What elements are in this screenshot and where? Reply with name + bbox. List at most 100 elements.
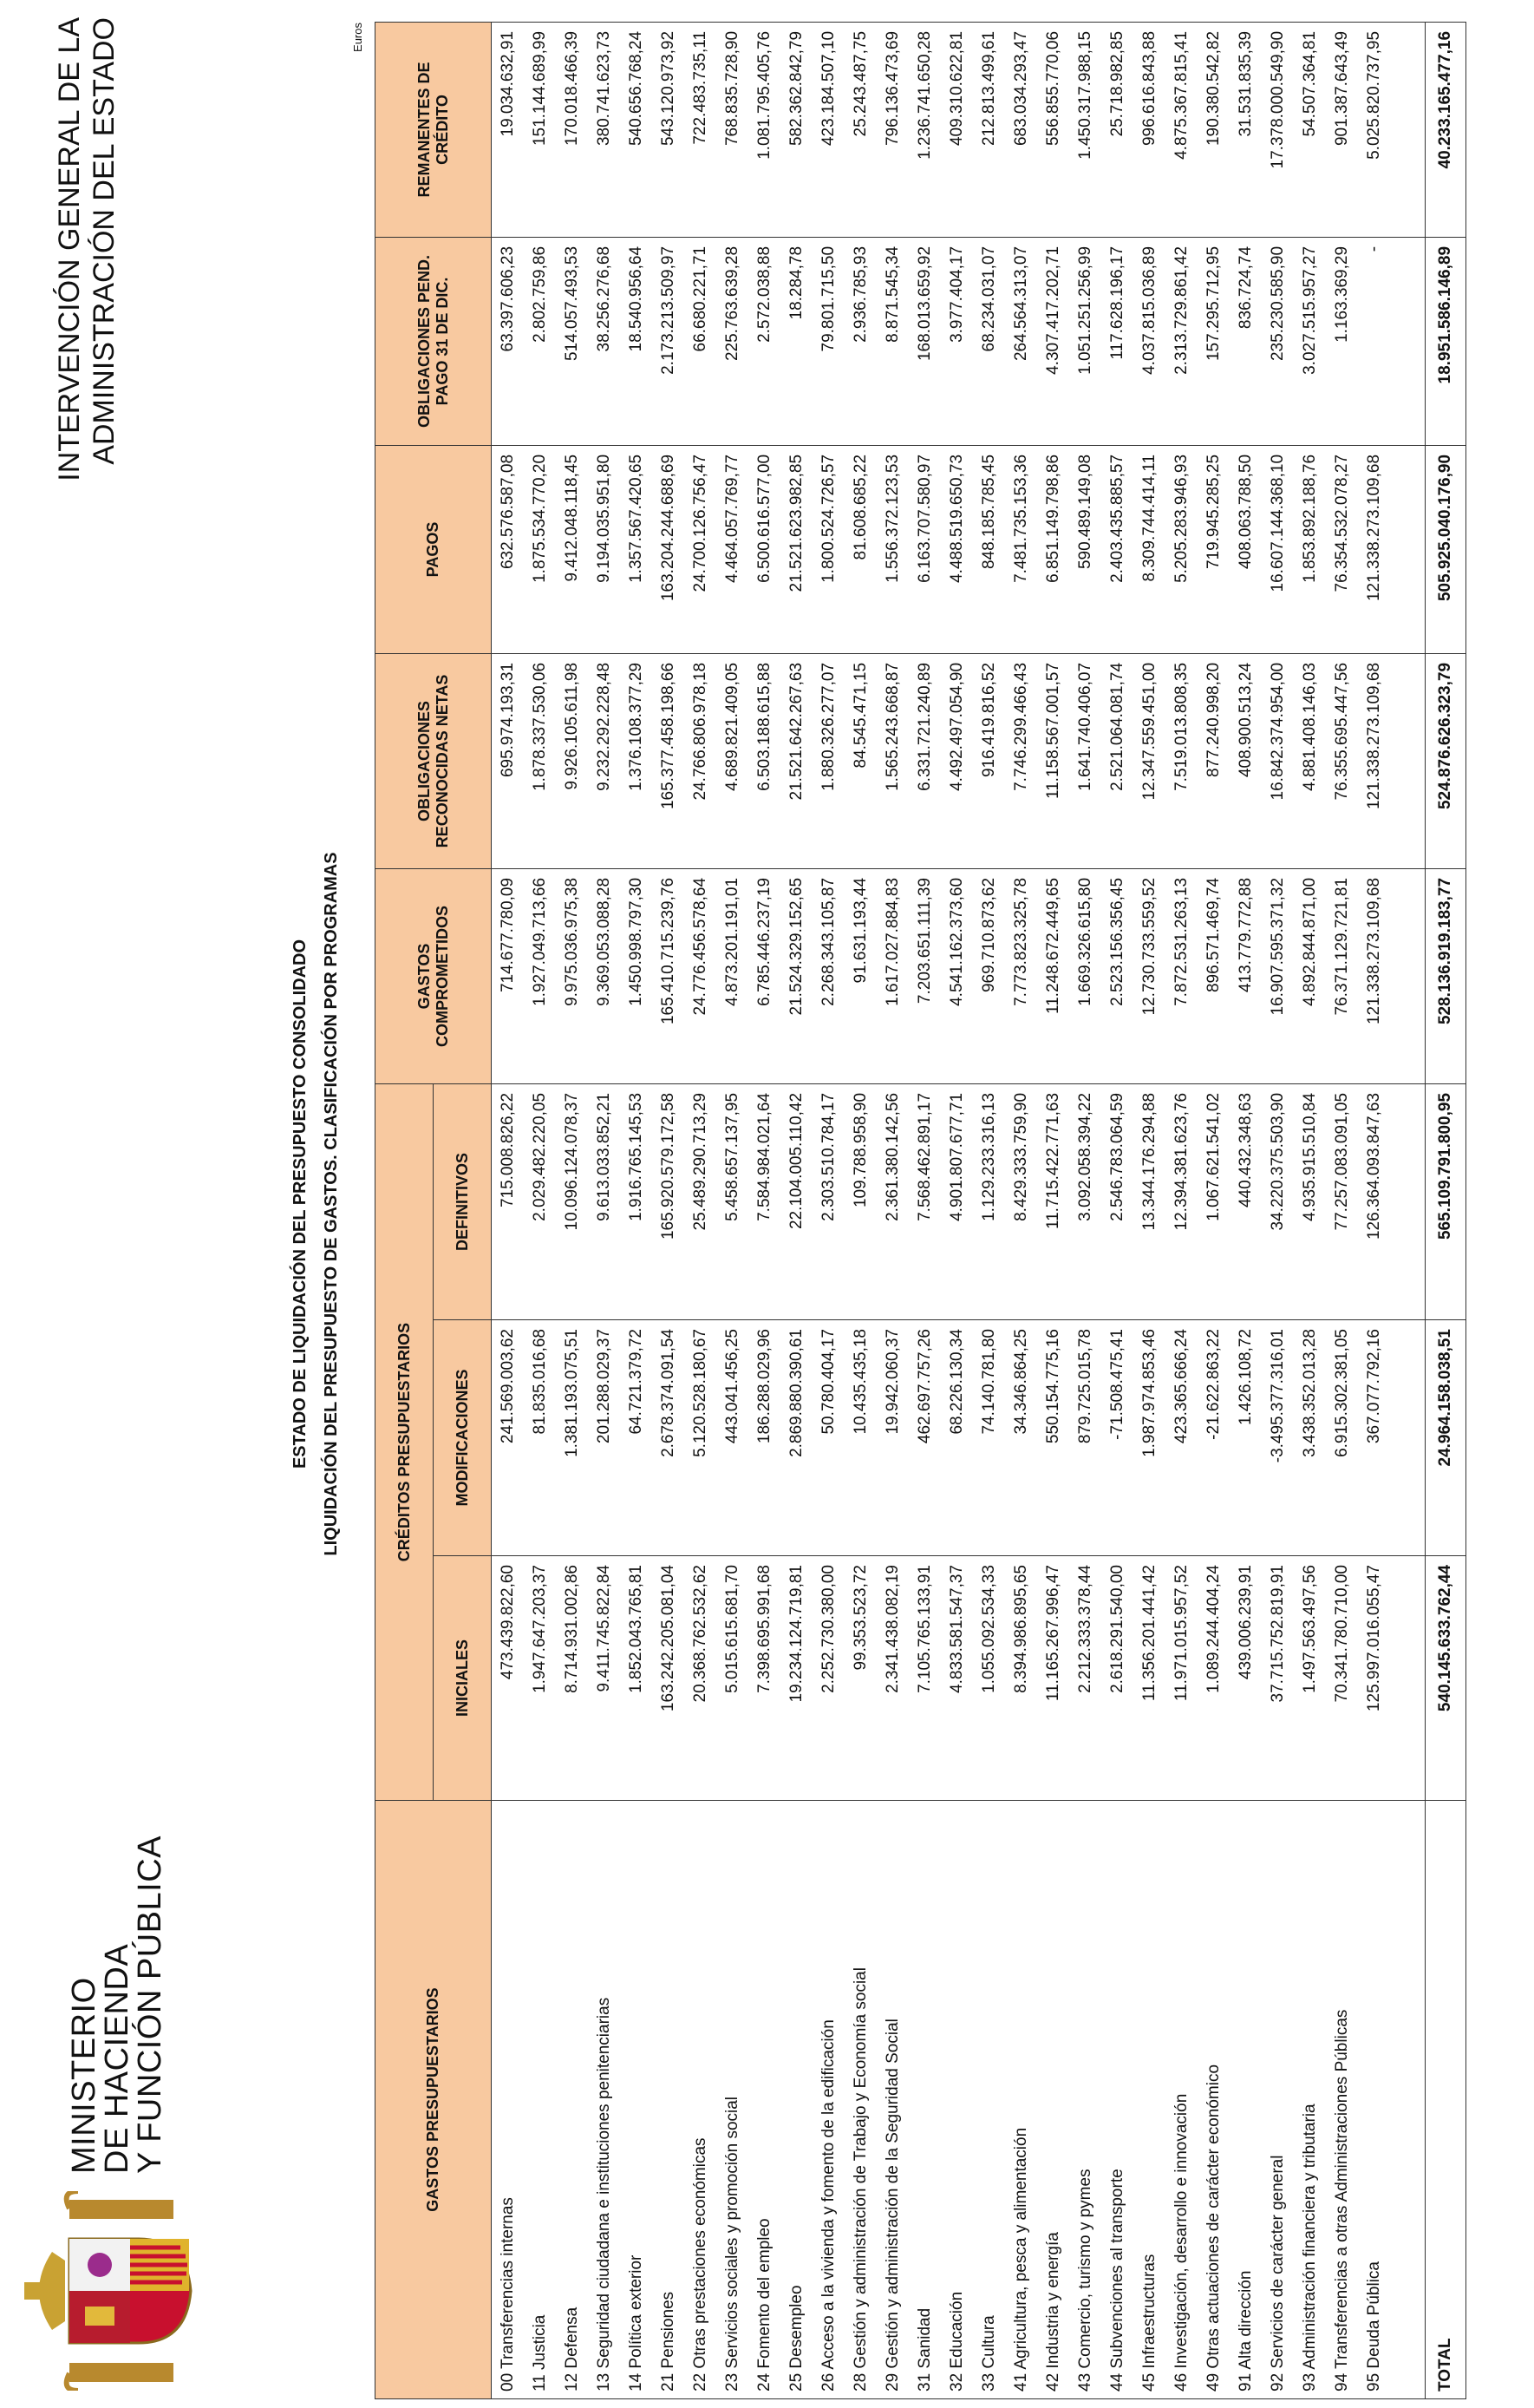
amount-cell: 543.120.973,92 bbox=[652, 22, 684, 238]
amount-cell: 2.618.291.540,00 bbox=[1101, 1555, 1133, 1801]
amount-cell: 768.835.728,90 bbox=[716, 22, 748, 238]
table-row: 13 Seguridad ciudadana e instituciones p… bbox=[588, 22, 620, 2399]
amount-cell: 2.523.156.356,45 bbox=[1101, 868, 1133, 1084]
amount-cell: 7.746.299.466,43 bbox=[1005, 653, 1037, 869]
amount-cell: 170.018.466,39 bbox=[556, 22, 588, 238]
amount-cell: 443.041.456,25 bbox=[716, 1319, 748, 1556]
amount-cell: 969.710.873,62 bbox=[973, 868, 1005, 1084]
amount-cell: 40.233.165.477,16 bbox=[1425, 22, 1466, 238]
amount-cell: 3.977.404,17 bbox=[941, 237, 973, 446]
table-row: 45 Infraestructuras 11.356.201.441,42 1.98… bbox=[1133, 22, 1165, 2399]
amount-cell: 11.715.422.771,63 bbox=[1037, 1083, 1069, 1320]
amount-cell: 16.842.374.954,00 bbox=[1262, 653, 1294, 869]
row-label: 23 Servicios sociales y promoción social bbox=[716, 1800, 748, 2399]
amount-cell: 2.212.333.378,44 bbox=[1069, 1555, 1101, 1801]
amount-cell: 1.669.326.615,80 bbox=[1069, 868, 1101, 1084]
amount-cell: 24.700.126.756,47 bbox=[684, 445, 716, 654]
amount-cell: 84.545.471,15 bbox=[845, 653, 877, 869]
amount-cell: 168.013.659,92 bbox=[909, 237, 941, 446]
amount-cell: 683.034.293,47 bbox=[1005, 22, 1037, 238]
column-header: GASTOS PRESUPUESTARIOS bbox=[375, 1800, 492, 2399]
empty-cell bbox=[1390, 1083, 1426, 1320]
amount-cell: 4.307.417.202,71 bbox=[1037, 237, 1069, 446]
table-row: 43 Comercio, turismo y pymes 2.212.333.37… bbox=[1069, 22, 1101, 2399]
amount-cell: 21.524.329.152,65 bbox=[780, 868, 813, 1084]
amount-cell: 879.725.015,78 bbox=[1069, 1319, 1101, 1556]
amount-cell: 125.997.016.055,47 bbox=[1358, 1555, 1390, 1801]
amount-cell: 590.489.149,08 bbox=[1069, 445, 1101, 654]
table-row: 14 Política exterior 1.852.043.765,81 64.7… bbox=[620, 22, 652, 2399]
amount-cell: 524.876.626.323,79 bbox=[1425, 653, 1466, 869]
amount-cell: 7.872.531.263,13 bbox=[1165, 868, 1198, 1084]
row-label: 21 Pensiones bbox=[652, 1800, 684, 2399]
amount-cell: 74.140.781,80 bbox=[973, 1319, 1005, 1556]
amount-cell: 17.378.000.549,90 bbox=[1262, 22, 1294, 238]
table-row: 91 Alta dirección 439.006.239,91 1.426.108… bbox=[1230, 22, 1262, 2399]
amount-cell: 241.569.003,62 bbox=[491, 1319, 524, 1556]
amount-cell: 1.878.337.530,06 bbox=[524, 653, 556, 869]
row-label: 31 Sanidad bbox=[909, 1800, 941, 2399]
amount-cell: 212.813.499,61 bbox=[973, 22, 1005, 238]
amount-cell: 1.381.193.075,51 bbox=[556, 1319, 588, 1556]
amount-cell: 896.571.469,74 bbox=[1198, 868, 1230, 1084]
amount-cell: 1.129.233.316,13 bbox=[973, 1083, 1005, 1320]
empty-cell bbox=[1390, 22, 1426, 238]
amount-cell: 4.492.497.054,90 bbox=[941, 653, 973, 869]
amount-cell: 1.055.092.534,33 bbox=[973, 1555, 1005, 1801]
amount-cell: 54.507.364,81 bbox=[1294, 22, 1326, 238]
amount-cell: 550.154.775,16 bbox=[1037, 1319, 1069, 1556]
amount-cell: 63.397.606,23 bbox=[491, 237, 524, 446]
amount-cell: 4.935.915.510,84 bbox=[1294, 1083, 1326, 1320]
column-header: MODIFICACIONES bbox=[433, 1319, 492, 1556]
amount-cell: 462.697.757,26 bbox=[909, 1319, 941, 1556]
amount-cell: 7.203.651.111,39 bbox=[909, 868, 941, 1084]
empty-cell bbox=[1390, 1555, 1426, 1801]
ministry-name: MINISTERIO DE HACIENDA Y FUNCIÓN PÚBLICA bbox=[66, 1835, 168, 2174]
amount-cell: 19.034.632,91 bbox=[491, 22, 524, 238]
amount-cell: 16.907.595.371,32 bbox=[1262, 868, 1294, 1084]
amount-cell: 163.204.244.688,69 bbox=[652, 445, 684, 654]
amount-cell: 186.288.029,96 bbox=[748, 1319, 780, 1556]
amount-cell: 9.194.035.951,80 bbox=[588, 445, 620, 654]
table-row: 28 Gestión y administración de Trabajo y… bbox=[845, 22, 877, 2399]
table-row: 42 Industria y energía 11.165.267.996,47 5… bbox=[1037, 22, 1069, 2399]
empty-cell bbox=[1390, 237, 1426, 446]
amount-cell: 9.232.292.228,48 bbox=[588, 653, 620, 869]
amount-cell: 4.037.815.036,89 bbox=[1133, 237, 1165, 446]
agency-line: INTERVENCIÓN GENERAL DE LA bbox=[53, 17, 86, 481]
amount-cell: 225.763.639,28 bbox=[716, 237, 748, 446]
amount-cell: 1.641.740.406,07 bbox=[1069, 653, 1101, 869]
amount-cell: 473.439.822,60 bbox=[491, 1555, 524, 1801]
amount-cell: 8.429.333.759,90 bbox=[1005, 1083, 1037, 1320]
table-row: 29 Gestión y administración de la Seguri… bbox=[877, 22, 909, 2399]
row-label: 92 Servicios de carácter general bbox=[1262, 1800, 1294, 2399]
amount-cell: 121.338.273.109,68 bbox=[1358, 653, 1390, 869]
amount-cell: 719.945.285,25 bbox=[1198, 445, 1230, 654]
table-row: 46 Investigación, desarrollo e innovació… bbox=[1165, 22, 1198, 2399]
amount-cell: 1.800.524.726,57 bbox=[813, 445, 845, 654]
table-body: 00 Transferencias internas 473.439.822,60… bbox=[491, 22, 1466, 2399]
amount-cell: 76.371.129.721,81 bbox=[1326, 868, 1358, 1084]
amount-cell: 235.230.585,90 bbox=[1262, 237, 1294, 446]
amount-cell: 796.136.473,69 bbox=[877, 22, 909, 238]
agency-name: INTERVENCIÓN GENERAL DE LA ADMINISTRACIÓ… bbox=[52, 17, 121, 481]
amount-cell: 99.353.523,72 bbox=[845, 1555, 877, 1801]
amount-cell: 16.607.144.368,10 bbox=[1262, 445, 1294, 654]
amount-cell: 2.341.438.082,19 bbox=[877, 1555, 909, 1801]
amount-cell: 21.521.623.982,85 bbox=[780, 445, 813, 654]
row-label: 49 Otras actuaciones de carácter económi… bbox=[1198, 1800, 1230, 2399]
amount-cell: 1.853.892.188,76 bbox=[1294, 445, 1326, 654]
amount-cell: 31.531.835,39 bbox=[1230, 22, 1262, 238]
column-header: OBLIGACIONES PEND. PAGO 31 DE DIC. bbox=[375, 237, 492, 446]
row-label: 13 Seguridad ciudadana e instituciones p… bbox=[588, 1800, 620, 2399]
amount-cell: 79.801.715,50 bbox=[813, 237, 845, 446]
amount-cell: 157.295.712,95 bbox=[1198, 237, 1230, 446]
amount-cell: 4.873.201.191,01 bbox=[716, 868, 748, 1084]
amount-cell: 34.346.864,25 bbox=[1005, 1319, 1037, 1556]
amount-cell: 91.631.193,44 bbox=[845, 868, 877, 1084]
amount-cell: 565.109.791.800,95 bbox=[1425, 1083, 1466, 1320]
subtitle: LIQUIDACIÓN DEL PRESUPUESTO DE GASTOS. C… bbox=[322, 852, 341, 1556]
amount-cell: 34.220.375.503,90 bbox=[1262, 1083, 1294, 1320]
amount-cell: -3.495.377.316,01 bbox=[1262, 1319, 1294, 1556]
